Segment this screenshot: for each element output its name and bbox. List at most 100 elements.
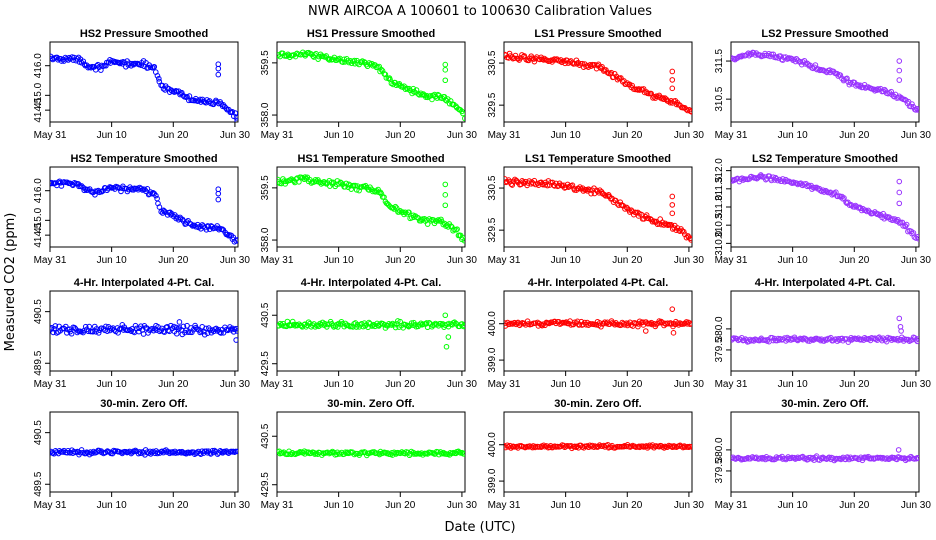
data-point [290,321,297,328]
data-point [178,89,185,96]
panel-title: LS1 Temperature Smoothed [525,153,671,165]
spike-point [442,181,449,188]
chart-panel-1-0: HS2 Temperature Smoothed May 31 Jun 10 Jun … [33,153,250,266]
data-point [804,183,811,190]
outlier-point [443,343,450,350]
panel-frame [503,166,693,248]
data-point [601,192,608,198]
outlier-point [233,337,238,343]
data-point [595,443,602,450]
x-tick-label: Jun 30 [901,130,931,141]
chart-panel-2-0: 4-Hr. Interpolated 4-Pt. Cal. May 31 Jun 1… [33,277,250,390]
data-point [130,328,137,335]
data-series [504,176,692,243]
data-point [136,449,143,455]
data-point [461,237,465,244]
y-tick-label: 312.0 [714,158,725,183]
data-point [406,209,412,216]
x-tick-label: Jun 10 [778,500,808,511]
data-point [342,449,349,456]
x-tick-label: Jun 10 [551,255,581,266]
panel-title: 30-min. Zero Off. [327,398,414,410]
data-point [112,448,119,454]
data-point [220,330,227,336]
outlier-point [895,447,902,453]
data-point [68,330,75,337]
data-point [57,179,64,186]
x-tick-label: Jun 10 [324,130,354,141]
data-point [796,336,802,343]
data-point [118,188,124,195]
spike-point [442,202,449,209]
x-tick-label: Jun 20 [158,379,188,390]
data-point [234,328,238,334]
data-point [201,448,208,455]
data-point [315,56,321,62]
data-point [52,447,59,454]
data-point [915,236,919,242]
y-tick-label: 489.5 [33,471,44,496]
x-tick-label: Jun 20 [839,500,869,511]
data-point [595,61,602,68]
panel-title: 30-min. Zero Off. [781,398,868,410]
data-point [651,218,657,224]
spike-point [669,202,676,208]
data-point [366,319,372,326]
panel-frame [276,290,466,372]
data-point [144,186,151,192]
data-point [633,444,639,450]
y-tick-label: 380.0 [714,316,725,341]
data-point [882,213,889,219]
data-point [793,55,800,62]
x-tick-label: May 31 [34,500,67,511]
figure-title: NWR AIRCOA A 100601 to 100630 Calibratio… [308,4,652,19]
spike-point [215,190,222,197]
data-series [731,172,919,242]
y-tick-label: 399.0 [487,468,498,493]
data-point [511,55,518,61]
y-tick-label: 359.5 [260,175,271,200]
data-point [564,57,570,64]
data-point [296,449,303,456]
x-tick-label: Jun 10 [97,255,127,266]
data-point [913,455,919,462]
data-point [840,195,846,202]
panel-frame [503,290,693,372]
spike-point [896,58,903,64]
data-point [550,57,557,63]
data-point [305,178,312,185]
data-point [460,110,465,117]
y-tick-label: 311.5 [714,176,725,201]
data-point [531,58,538,65]
y-tick-label: 400.0 [487,311,498,336]
data-point [151,63,158,70]
data-point [395,318,401,324]
x-tick-label: Jun 30 [220,130,250,141]
y-tick-label: 430.5 [260,302,271,327]
data-point [132,322,139,329]
spike-point [669,68,676,75]
data-point [752,455,759,462]
x-tick-label: Jun 20 [385,379,415,390]
y-tick-label: 429.5 [260,472,271,497]
data-point [914,234,919,240]
data-point [361,183,368,190]
x-tick-label: Jun 30 [220,500,250,511]
spike-point [215,186,222,193]
spike-point [442,192,449,198]
x-tick-label: Jun 10 [97,379,127,390]
x-tick-label: Jun 20 [385,255,415,266]
data-point [86,323,92,330]
data-point [82,323,89,330]
data-point [353,187,360,193]
panel-frame [49,166,239,248]
data-point [233,448,238,455]
data-point [879,455,885,462]
panel-title: LS1 Pressure Smoothed [534,28,661,40]
x-tick-label: Jun 20 [839,255,869,266]
x-tick-label: Jun 10 [324,379,354,390]
x-tick-label: May 31 [488,500,521,511]
data-point [651,94,657,100]
data-point [915,107,919,113]
y-tick-label: 358.0 [260,227,271,252]
